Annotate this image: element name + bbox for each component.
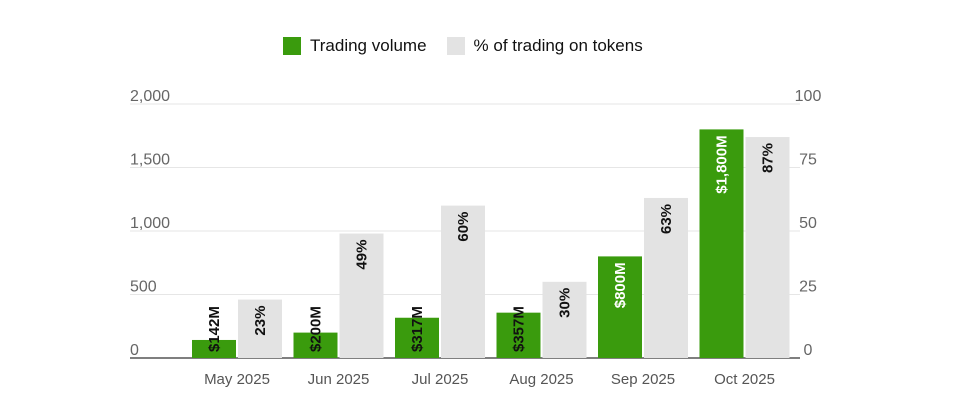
data-label: 60% [455,212,472,242]
left-tick-label: 500 [130,279,157,296]
data-label: $1,800M [714,135,731,193]
legend-item-trading-volume: Trading volume [283,36,427,56]
x-tick-label: Sep 2025 [611,371,675,388]
data-label: $800M [612,262,629,308]
data-label: $317M [409,306,426,352]
legend-swatch-grey [446,37,465,55]
legend: Trading volume % of trading on tokens [283,36,661,56]
data-label: 23% [252,306,269,336]
x-tick-label: Oct 2025 [714,371,775,388]
legend-swatch-green [283,37,301,55]
bar-trading-volume [699,129,744,358]
right-tick-label: 25 [799,279,817,296]
data-label: 63% [658,204,675,234]
bar-trading-volume [293,332,338,358]
bar-trading-volume [192,339,236,358]
x-tick-label: Aug 2025 [509,371,573,388]
right-tick-label: 100 [795,88,822,105]
right-tick-label: 75 [799,152,817,169]
data-label: $200M [308,306,325,352]
bar-trading-volume [496,312,541,358]
bar-tokens-pct [745,137,790,358]
legend-label: Trading volume [310,36,427,55]
legend-label: % of trading on tokens [473,36,643,55]
bar-tokens-pct [238,299,282,358]
left-tick-label: 0 [130,342,139,359]
x-tick-label: Jul 2025 [412,371,469,388]
bar-trading-volume [598,256,642,358]
x-tick-label: Jun 2025 [308,371,370,388]
bar-tokens-pct [339,233,384,358]
left-tick-label: 1,500 [130,152,170,169]
x-tick-label: May 2025 [204,371,270,388]
bar-trading-volume [395,317,439,358]
bar-tokens-pct [441,205,485,358]
right-tick-label: 50 [799,215,817,232]
data-label: 30% [557,288,574,318]
legend-item-tokens-pct: % of trading on tokens [445,36,643,56]
data-label: 49% [354,240,371,270]
data-label: $142M [206,306,223,352]
left-tick-label: 2,000 [130,88,170,105]
bar-tokens-pct [644,197,688,358]
left-tick-label: 1,000 [130,215,170,232]
data-label: 87% [760,143,777,173]
bar-tokens-pct [542,281,587,358]
right-tick-label: 0 [804,342,813,359]
data-label: $357M [511,306,528,352]
